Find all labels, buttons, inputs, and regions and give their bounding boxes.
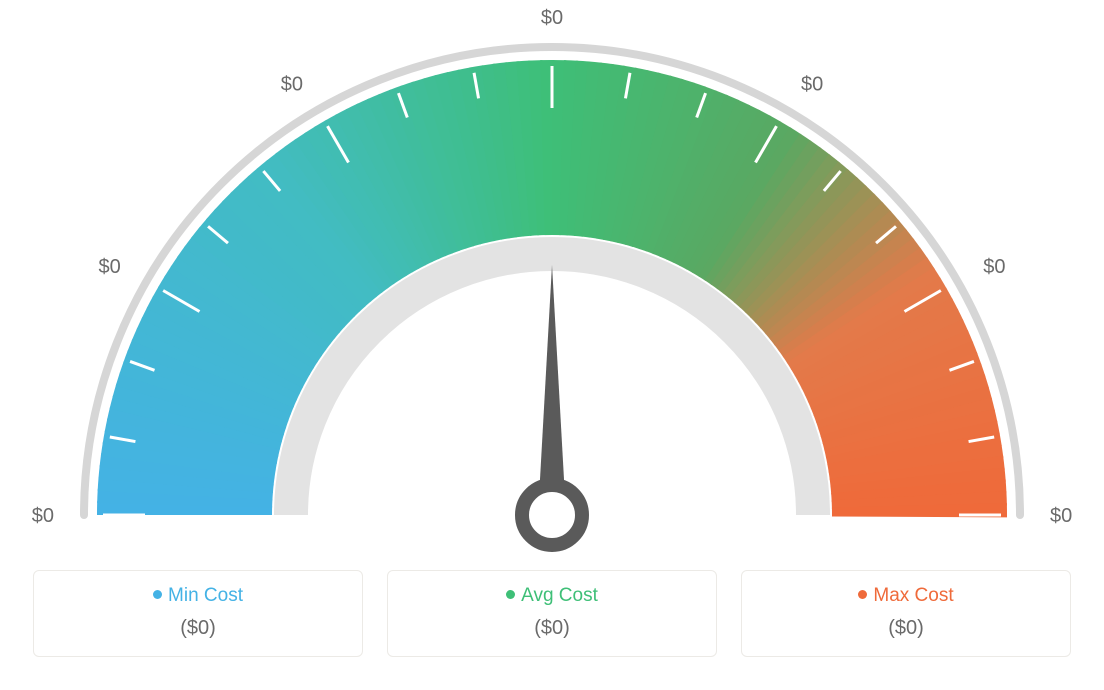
- legend-label-avg: Avg Cost: [521, 585, 598, 606]
- legend-value-avg: ($0): [388, 617, 716, 640]
- legend-row: Min Cost ($0) Avg Cost ($0) Max Cost ($0…: [0, 570, 1104, 657]
- legend-card-avg: Avg Cost ($0): [387, 570, 717, 657]
- legend-card-min: Min Cost ($0): [33, 570, 363, 657]
- svg-text:$0: $0: [983, 256, 1005, 278]
- svg-text:$0: $0: [1050, 505, 1072, 527]
- legend-dot-min: [153, 590, 162, 599]
- legend-value-max: ($0): [742, 617, 1070, 640]
- legend-label-max: Max Cost: [873, 585, 953, 606]
- legend-label-min: Min Cost: [168, 585, 243, 606]
- svg-text:$0: $0: [32, 505, 54, 527]
- legend-value-min: ($0): [34, 617, 362, 640]
- svg-text:$0: $0: [541, 7, 563, 29]
- legend-title-avg: Avg Cost: [388, 585, 716, 607]
- svg-text:$0: $0: [801, 74, 823, 96]
- svg-text:$0: $0: [281, 74, 303, 96]
- gauge-chart: $0 $0 $0 $0 $0 $0 $0: [0, 0, 1104, 560]
- svg-text:$0: $0: [98, 256, 120, 278]
- legend-title-max: Max Cost: [742, 585, 1070, 607]
- gauge-svg: $0 $0 $0 $0 $0 $0 $0: [0, 0, 1104, 560]
- legend-dot-max: [858, 590, 867, 599]
- legend-title-min: Min Cost: [34, 585, 362, 607]
- legend-card-max: Max Cost ($0): [741, 570, 1071, 657]
- legend-dot-avg: [506, 590, 515, 599]
